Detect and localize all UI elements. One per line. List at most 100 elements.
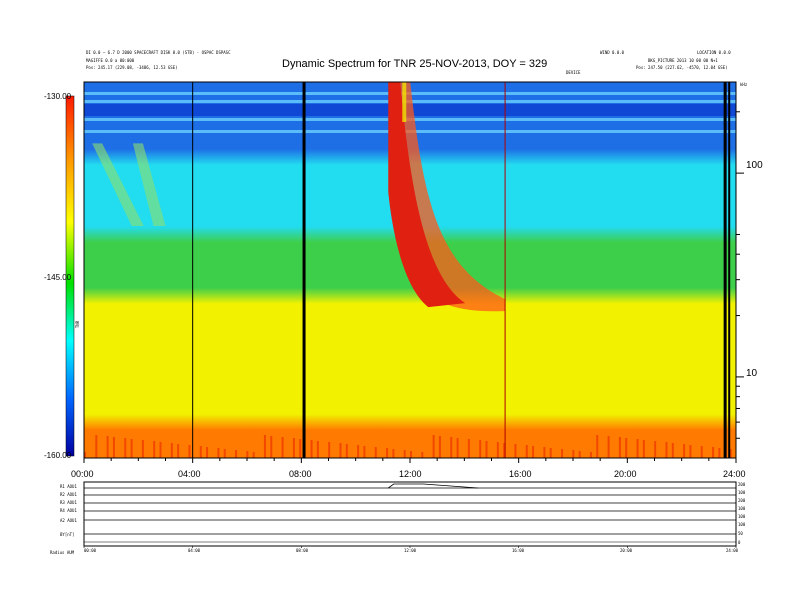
lower-right-label-3: 200 xyxy=(738,498,746,503)
noise-spike-52 xyxy=(561,449,564,458)
noise-spike-18 xyxy=(246,451,249,458)
noise-spike-27 xyxy=(328,442,331,458)
lower-right-label-8: 0 xyxy=(738,540,741,545)
noise-spike-20 xyxy=(263,435,266,458)
noise-spike-41 xyxy=(456,438,459,458)
header-left-line-2: MAGIFFE 0.0 a 00:000 xyxy=(86,58,135,63)
noise-spike-4 xyxy=(112,437,115,458)
noise-spike-70 xyxy=(729,449,732,458)
right-axis-unit: kHz xyxy=(740,82,748,87)
noise-spike-16 xyxy=(223,449,226,458)
noise-spike-30 xyxy=(357,445,360,458)
lower-right-label-2: 100 xyxy=(738,490,746,495)
noise-spike-45 xyxy=(496,442,499,458)
lower-label-5: A2 AOU1 xyxy=(60,518,77,523)
noise-spike-34 xyxy=(392,449,395,458)
colorbar-tick-top: -130.00 xyxy=(44,92,72,101)
early-streak-1 xyxy=(92,143,144,227)
noise-spike-5 xyxy=(124,438,127,458)
data-gap-line-4 xyxy=(723,82,727,458)
noise-spike-36 xyxy=(410,451,412,458)
noise-spike-44 xyxy=(485,441,488,458)
lower-x-tick-6: 24:00 xyxy=(726,548,739,553)
noise-spike-26 xyxy=(316,441,319,458)
noise-spike-54 xyxy=(578,451,581,458)
x-tick-3: 12:00 xyxy=(399,469,422,479)
lower-panel-frame xyxy=(83,481,737,547)
lower-label-6: BY[nT] xyxy=(60,532,75,537)
noise-spike-46 xyxy=(503,443,506,458)
noise-spike-40 xyxy=(450,437,453,458)
lower-right-label-7: 50 xyxy=(738,531,743,536)
noise-spike-14 xyxy=(206,447,209,458)
noise-spike-67 xyxy=(700,446,703,458)
noise-spike-59 xyxy=(625,438,628,458)
spectrum-band-transition-3 xyxy=(84,287,736,304)
noise-spike-64 xyxy=(671,443,674,458)
noise-spike-68 xyxy=(712,447,715,458)
lower-trace-burst xyxy=(388,483,478,489)
noise-spike-50 xyxy=(543,447,546,458)
lower-label-3: R3 AOU1 xyxy=(60,500,77,505)
noise-spike-17 xyxy=(235,450,238,458)
lower-right-label-1: 200 xyxy=(738,482,746,487)
noise-spike-58 xyxy=(618,437,621,458)
spectrogram-plot-area xyxy=(84,82,736,458)
early-streak-2 xyxy=(132,143,166,227)
lower-label-1: R1 AOU1 xyxy=(60,484,77,489)
noise-spike-6 xyxy=(130,439,133,458)
x-tick-4: 16:00 xyxy=(509,469,532,479)
lower-x-tick-2: 08:00 xyxy=(296,548,309,553)
noise-spike-29 xyxy=(345,444,348,458)
lower-right-label-4: 100 xyxy=(738,506,746,511)
spectrogram-overlay xyxy=(65,81,744,463)
noise-spike-21 xyxy=(270,436,273,458)
radio-burst-wisp xyxy=(402,82,407,122)
noise-spike-2 xyxy=(95,435,98,458)
data-gap-line-1 xyxy=(192,82,194,458)
radio-burst-core xyxy=(388,82,466,308)
colorbar-tick-mid: -145.00 xyxy=(44,273,72,282)
noise-spike-3 xyxy=(106,436,109,458)
header-left-line-3: Pos: 245.17 (229.08, -3486, 12.53 GSE) xyxy=(86,65,178,70)
noise-spike-62 xyxy=(654,441,657,458)
noise-spike-43 xyxy=(479,440,482,458)
noise-spike-7 xyxy=(141,440,144,458)
data-gap-line-2 xyxy=(302,82,306,458)
lower-label-7: Radius AUM xyxy=(50,550,75,555)
lower-x-tick-0: 00:00 xyxy=(84,548,97,553)
noise-spike-48 xyxy=(525,445,528,458)
noise-spike-55 xyxy=(589,452,592,458)
noise-spike-60 xyxy=(636,439,639,458)
noise-spike-8 xyxy=(153,441,156,458)
header-right-line-5: DEVICE xyxy=(566,70,581,75)
noise-spike-66 xyxy=(689,445,692,458)
x-tick-6: 24:00 xyxy=(723,469,746,479)
right-axis-tick-100: 100 xyxy=(746,160,763,171)
noise-spike-38 xyxy=(432,435,435,458)
noise-spike-49 xyxy=(532,446,535,458)
noise-spike-28 xyxy=(339,443,342,458)
lower-label-4: R4 AOU1 xyxy=(60,508,77,513)
noise-spike-22 xyxy=(281,437,284,458)
noise-spike-37 xyxy=(421,452,424,458)
noise-spike-51 xyxy=(549,448,552,458)
noise-spike-23 xyxy=(292,438,295,458)
noise-spike-63 xyxy=(665,442,668,458)
noise-spike-33 xyxy=(386,448,389,458)
noise-spike-35 xyxy=(403,450,406,458)
noise-spike-12 xyxy=(188,445,191,458)
data-gap-line-end xyxy=(728,82,731,458)
colorbar-tick-bottom: -160.00 xyxy=(44,451,72,460)
colorbar-label: TNR xyxy=(75,320,81,329)
noise-spike-10 xyxy=(170,443,173,458)
noise-spike-65 xyxy=(683,444,686,458)
noise-spike-47 xyxy=(514,444,517,458)
noise-spike-13 xyxy=(199,446,202,458)
lower-x-tick-4: 16:00 xyxy=(512,548,525,553)
noise-spike-31 xyxy=(363,446,366,458)
header-right-line-1: WIND 0.0.0 xyxy=(600,50,625,55)
noise-spike-1 xyxy=(84,452,86,458)
noise-spike-42 xyxy=(467,439,470,458)
